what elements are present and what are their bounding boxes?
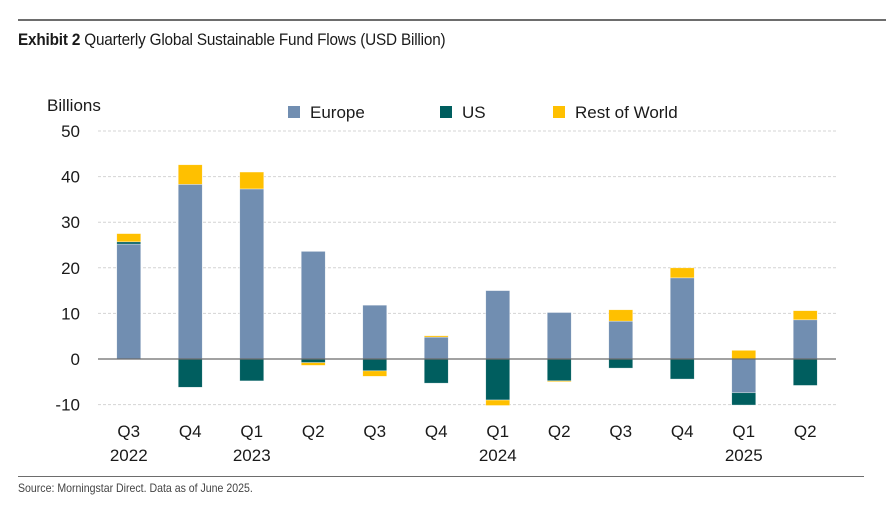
bar-us-q3-2024: [608, 358, 634, 369]
y-tick-label: 10: [61, 304, 80, 323]
bar-rest-of-world-q2-2024: [546, 380, 572, 383]
legend-swatch-rest-of-world: [553, 106, 565, 118]
bar-europe-q3-2023: [362, 304, 388, 360]
x-tick-quarter: Q2: [302, 422, 325, 441]
exhibit-label: Exhibit 2: [18, 30, 81, 49]
y-tick-label: 0: [71, 350, 80, 369]
bar-rest-of-world-q1-2023: [239, 171, 265, 190]
bar-rest-of-world-q3-2023: [362, 370, 388, 377]
x-tick-quarter: Q4: [425, 422, 448, 441]
bar-europe-q2-2024: [546, 312, 572, 360]
bar-europe-q1-2025: [731, 358, 757, 394]
x-tick-year: 2023: [233, 446, 271, 465]
bar-us-q1-2025: [731, 392, 757, 406]
bar-rest-of-world-q2-2023: [300, 362, 326, 366]
bar-rest-of-world-q1-2024: [485, 399, 511, 406]
x-tick-quarter: Q4: [671, 422, 694, 441]
bar-us-q1-2023: [239, 358, 265, 382]
x-tick-year: 2025: [725, 446, 763, 465]
title-text: Quarterly Global Sustainable Fund Flows …: [84, 30, 446, 49]
x-ticks: Q3 2022 Q4 Q1 2023 Q2 Q3 Q4 Q1 2024 Q2 Q3 Q4 Q1 2025 Q2: [110, 422, 817, 465]
bar-us-q3-2023: [362, 358, 388, 372]
legend-label-europe: Europe: [310, 103, 365, 122]
bar-us-q4-2023: [423, 358, 449, 384]
legend: Europe US Rest of World: [288, 103, 678, 122]
x-tick-quarter: Q1: [732, 422, 755, 441]
bar-rest-of-world-q1-2025: [731, 350, 757, 360]
y-tick-label: -10: [55, 396, 80, 415]
bar-europe-q3-2022: [116, 243, 142, 360]
bar-europe-q4-2022: [177, 184, 203, 360]
x-tick-quarter: Q2: [548, 422, 571, 441]
bar-europe-q1-2023: [239, 188, 265, 360]
y-tick-label: 30: [61, 213, 80, 232]
x-tick-year: 2024: [479, 446, 517, 465]
bar-us-q3-2022: [116, 241, 142, 245]
bar-us-q4-2022: [177, 358, 203, 388]
bar-us-q2-2025: [792, 358, 818, 386]
bar-us-q4-2024: [669, 358, 695, 380]
y-tick-label: 20: [61, 259, 80, 278]
legend-swatch-us: [440, 106, 452, 118]
x-tick-quarter: Q3: [117, 422, 140, 441]
x-tick-quarter: Q4: [179, 422, 202, 441]
x-tick-quarter: Q1: [486, 422, 509, 441]
gridlines: [98, 130, 836, 406]
bar-europe-q2-2025: [792, 319, 818, 360]
bar-rest-of-world-q4-2022: [177, 164, 203, 185]
bars: [116, 164, 818, 406]
x-tick-quarter: Q2: [794, 422, 817, 441]
bar-rest-of-world-q3-2024: [608, 309, 634, 322]
y-tick-label: 50: [61, 122, 80, 141]
x-tick-quarter: Q1: [240, 422, 263, 441]
x-tick-quarter: Q3: [609, 422, 632, 441]
bar-rest-of-world-q4-2023: [423, 335, 449, 338]
y-tick-label: 40: [61, 168, 80, 187]
x-tick-year: 2022: [110, 446, 148, 465]
bar-europe-q4-2023: [423, 336, 449, 360]
legend-swatch-europe: [288, 106, 300, 118]
legend-label-us: US: [462, 103, 486, 122]
bar-us-q1-2024: [485, 358, 511, 401]
bar-europe-q1-2024: [485, 290, 511, 360]
y-axis-label: Billions: [47, 96, 101, 115]
bar-us-q2-2024: [546, 358, 572, 382]
bottom-rule: [18, 476, 864, 477]
source-note: Source: Morningstar Direct. Data as of J…: [18, 481, 253, 495]
legend-label-rest-of-world: Rest of World: [575, 103, 678, 122]
bar-rest-of-world-q2-2025: [792, 310, 818, 321]
y-ticks: 50 40 30 20 10 0 -10: [55, 122, 80, 415]
top-rule: [18, 19, 886, 21]
bar-rest-of-world-q4-2024: [669, 267, 695, 279]
bar-europe-q4-2024: [669, 277, 695, 360]
bar-rest-of-world-q3-2022: [116, 233, 142, 243]
x-tick-quarter: Q3: [363, 422, 386, 441]
bar-europe-q3-2024: [608, 320, 634, 360]
chart-title: Exhibit 2 Quarterly Global Sustainable F…: [18, 30, 446, 50]
bar-europe-q2-2023: [300, 251, 326, 360]
